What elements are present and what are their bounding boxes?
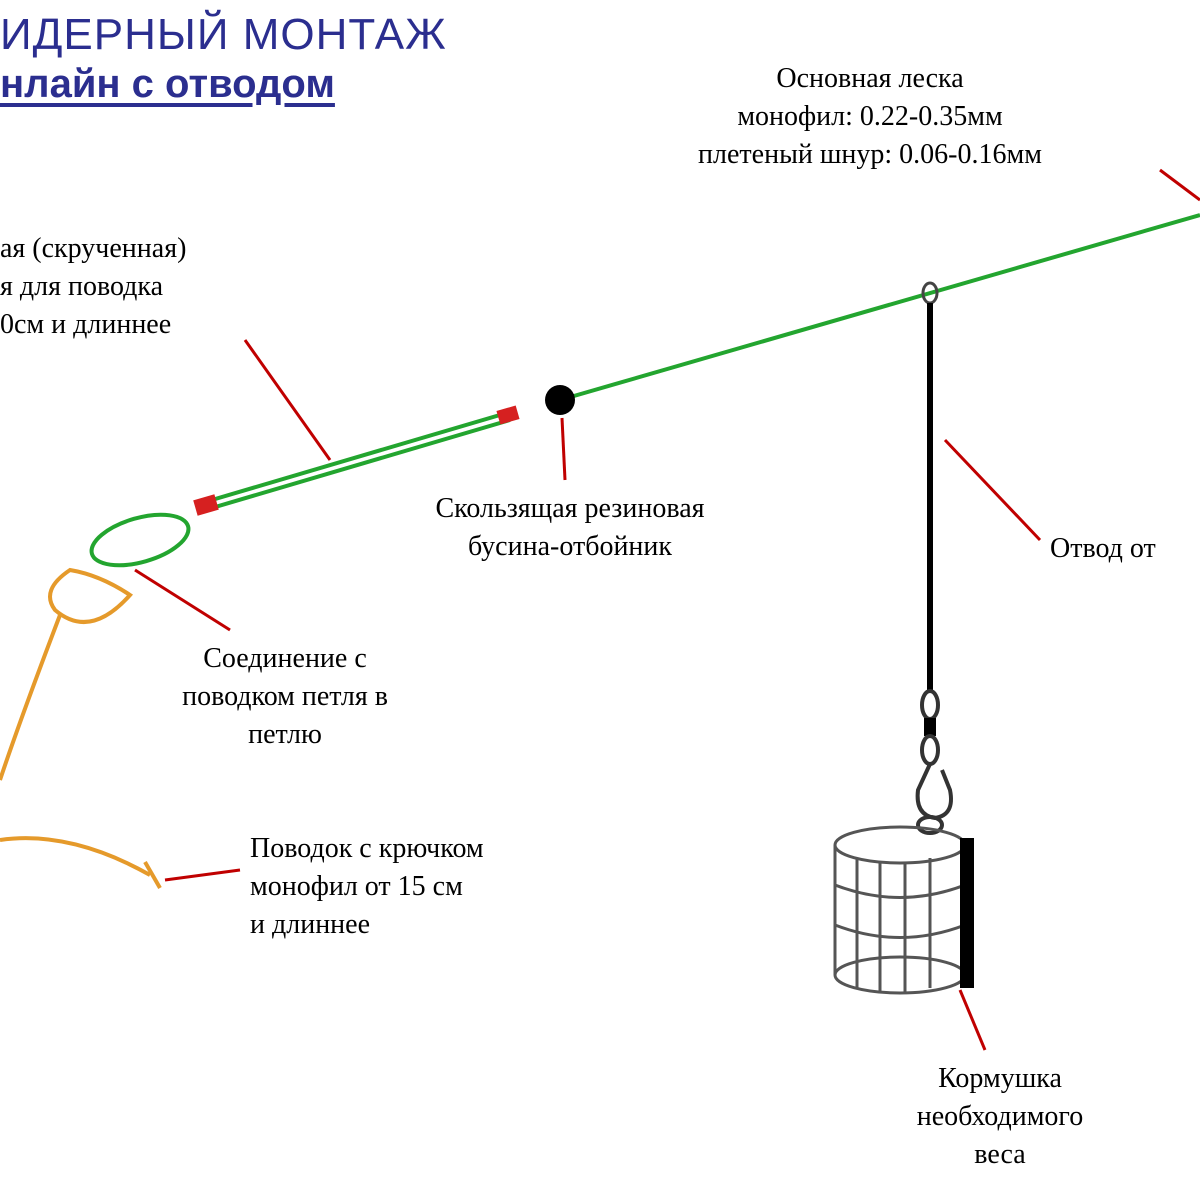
swivel-barrel xyxy=(924,718,936,736)
crimp-left xyxy=(193,494,219,515)
twist-loop xyxy=(86,505,194,575)
bead xyxy=(545,385,575,415)
pointer-leader xyxy=(165,870,240,880)
snap-clip xyxy=(918,764,951,818)
pointer-loop xyxy=(135,570,230,630)
rig-diagram xyxy=(0,0,1200,1200)
leader-line-1 xyxy=(0,615,60,780)
swivel-bottom-ring xyxy=(922,736,938,764)
pointer-feeder xyxy=(960,990,985,1050)
leader-loop xyxy=(50,570,130,622)
main-line-right xyxy=(560,215,1200,400)
pointer-mainline xyxy=(1160,170,1200,200)
leader-line-2 xyxy=(0,838,150,875)
swivel-top-ring xyxy=(922,691,938,719)
twist-line-a xyxy=(205,412,510,502)
feeder-cage xyxy=(835,827,974,993)
twist-line-b xyxy=(205,420,510,510)
crimp-right xyxy=(496,406,519,425)
pointer-twisted xyxy=(245,340,330,460)
pointer-otvod xyxy=(945,440,1040,540)
pointer-bead xyxy=(562,418,565,480)
